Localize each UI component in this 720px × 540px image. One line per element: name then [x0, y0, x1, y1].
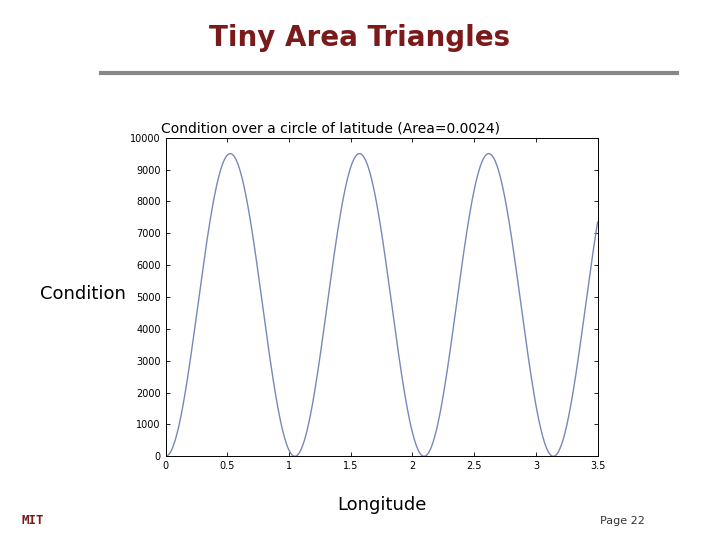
Text: Condition over a circle of latitude (Area=0.0024): Condition over a circle of latitude (Are…	[161, 121, 500, 135]
Text: MIT: MIT	[22, 514, 44, 526]
Text: Tiny Area Triangles: Tiny Area Triangles	[210, 24, 510, 52]
Text: Longitude: Longitude	[337, 496, 426, 514]
Text: Condition: Condition	[40, 285, 125, 303]
Text: Page 22: Page 22	[600, 516, 644, 526]
